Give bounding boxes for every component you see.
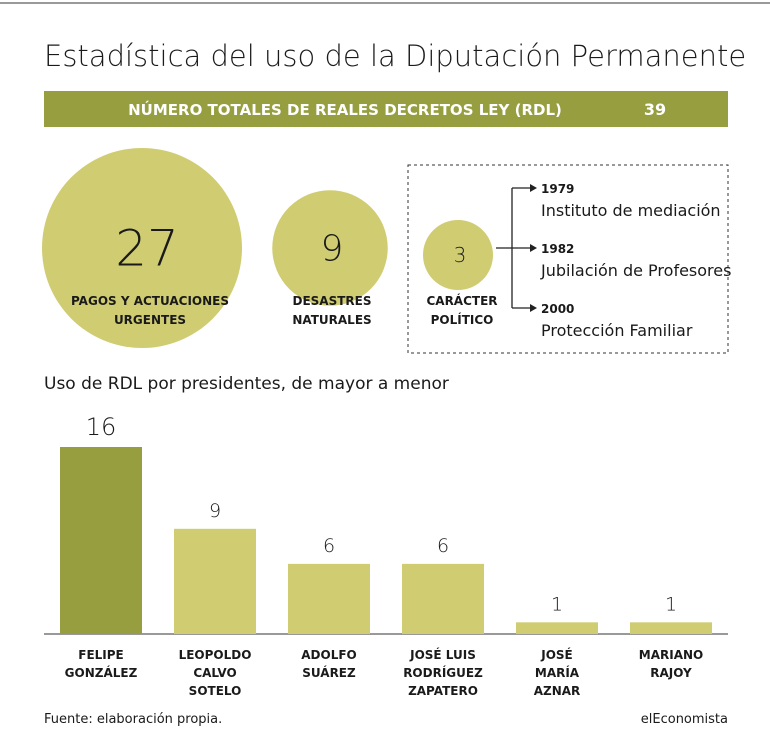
timeline-text: Jubilación de Profesores <box>540 261 731 280</box>
value-label: 6 <box>323 535 335 557</box>
bar <box>174 528 256 634</box>
title: Estadística del uso de la Diputación Per… <box>44 39 746 73</box>
bar <box>516 622 598 634</box>
bubble-label: PAGOS Y ACTUACIONES <box>71 294 229 308</box>
bubble-label: CARÁCTER <box>426 293 497 308</box>
bubble-label: URGENTES <box>114 313 186 327</box>
bar <box>402 563 484 634</box>
timeline-text: Protección Familiar <box>541 321 693 340</box>
source: Fuente: elaboración propia. <box>44 712 222 727</box>
bubble-label: NATURALES <box>292 313 371 327</box>
bar <box>60 447 142 634</box>
value-label: 9 <box>209 500 221 522</box>
timeline-box <box>407 164 729 354</box>
bubble-value: 9 <box>321 229 344 270</box>
x-tick-label: RODRÍGUEZ <box>403 665 483 680</box>
value-label: 1 <box>551 593 563 615</box>
x-tick-label: RAJOY <box>650 666 692 680</box>
timeline-arrows <box>530 184 537 312</box>
x-tick-label: ZAPATERO <box>408 684 478 698</box>
timeline-lines <box>496 187 532 309</box>
x-tick-label: JOSÉ LUIS <box>409 647 476 662</box>
x-tick-label: ADOLFO <box>301 648 357 662</box>
x-tick-label: JOSÉ <box>540 647 573 662</box>
bubble <box>423 220 493 290</box>
x-tick-label: GONZÁLEZ <box>65 665 138 680</box>
x-tick-label: SUÁREZ <box>302 665 356 680</box>
bar <box>630 622 712 634</box>
timeline-year: 2000 <box>541 302 574 316</box>
x-tick-label: FELIPE <box>78 648 124 662</box>
bubble-value: 3 <box>454 243 467 267</box>
bubble-label: POLÍTICO <box>431 312 494 327</box>
x-tick-label: MARÍA <box>535 665 580 680</box>
bar <box>288 563 370 634</box>
banner <box>44 91 728 127</box>
timeline-text: Instituto de mediación <box>541 201 721 220</box>
timeline-year: 1982 <box>541 242 574 256</box>
bubble <box>42 148 242 348</box>
bubble-label: DESASTRES <box>293 294 372 308</box>
bubble-value: 27 <box>115 220 179 278</box>
value-label: 6 <box>437 535 449 557</box>
bar-chart-title: Uso de RDL por presidentes, de mayor a m… <box>44 374 449 394</box>
x-tick-label: MARIANO <box>639 648 703 662</box>
x-tick-label: LEOPOLDO <box>179 648 252 662</box>
banner-value: 39 <box>644 100 666 119</box>
banner-label: NÚMERO TOTALES DE REALES DECRETOS LEY (R… <box>128 100 562 119</box>
x-tick-label: SOTELO <box>189 684 242 698</box>
x-tick-label: AZNAR <box>534 684 581 698</box>
x-tick-label: CALVO <box>193 666 236 680</box>
brand: elEconomista <box>641 712 728 727</box>
value-label: 16 <box>86 413 117 441</box>
bubble <box>272 190 388 306</box>
timeline-year: 1979 <box>541 182 574 196</box>
value-label: 1 <box>665 593 677 615</box>
